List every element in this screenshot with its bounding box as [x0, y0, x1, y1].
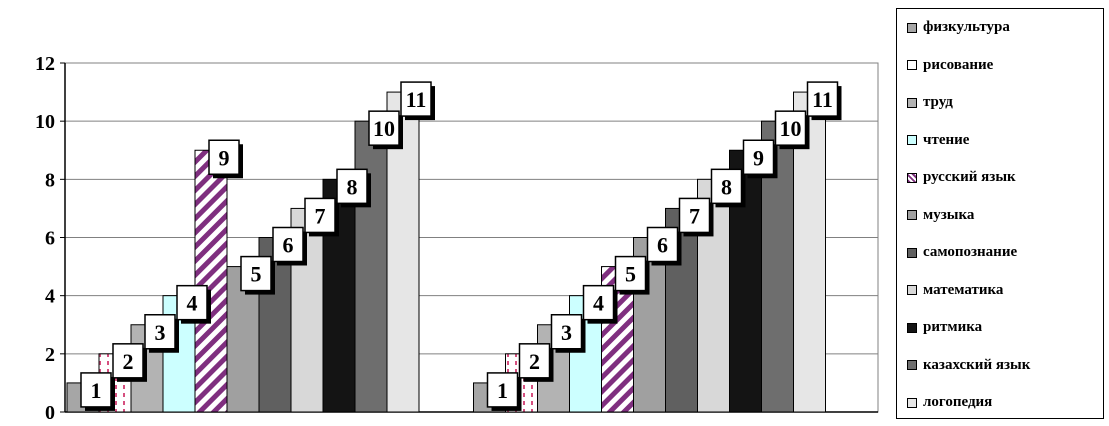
data-label-box	[176, 284, 208, 321]
data-label-box	[272, 226, 304, 263]
data-label: 4	[187, 291, 198, 316]
data-label: 10	[373, 116, 395, 141]
legend-swatch	[907, 322, 917, 333]
data-label-box	[614, 255, 647, 292]
y-tick-label: 2	[45, 344, 55, 366]
data-label-box	[304, 197, 336, 234]
legend-label: казахский язык	[923, 356, 1031, 373]
legend-label: музыка	[923, 206, 975, 223]
legend-label: самопознание	[923, 244, 1018, 260]
y-tick-label: 4	[45, 286, 55, 308]
data-label-box	[550, 314, 583, 350]
data-label-box	[112, 343, 144, 379]
data-label-box	[336, 168, 368, 205]
data-label-box	[742, 139, 775, 175]
data-label-box	[678, 197, 711, 234]
legend-swatch	[907, 210, 917, 220]
data-label: 10	[780, 116, 802, 141]
data-label: 3	[155, 320, 166, 345]
legend-item: ритмика	[907, 319, 982, 336]
bar-group1-10	[354, 120, 388, 413]
y-tick-label: 10	[35, 111, 55, 133]
data-label: 11	[406, 87, 427, 112]
data-label: 11	[812, 87, 833, 112]
legend-item: русский язык	[907, 169, 1016, 186]
legend-label: математика	[923, 281, 1004, 298]
legend-label: рисование	[923, 56, 994, 73]
legend-item: казахский язык	[907, 357, 1030, 374]
data-label: 1	[497, 378, 508, 403]
data-label-box	[486, 372, 519, 408]
data-label: 9	[219, 145, 230, 170]
data-label: 9	[753, 145, 764, 170]
legend-item: математика	[907, 282, 1003, 299]
data-label: 6	[657, 233, 668, 258]
legend-item: труд	[907, 94, 953, 111]
y-tick-label: 12	[35, 53, 55, 75]
data-label: 7	[689, 203, 700, 228]
legend-label: физкультура	[923, 19, 1010, 35]
data-label-box	[806, 81, 839, 117]
legend-label: русский язык	[923, 169, 1016, 185]
data-label-box	[368, 110, 400, 146]
data-label-box	[710, 168, 743, 205]
data-label: 8	[721, 174, 732, 199]
data-label: 5	[625, 262, 636, 287]
legend-label: чтение	[923, 131, 970, 148]
data-label-box	[208, 139, 240, 175]
legend-swatch	[907, 97, 917, 108]
data-label: 1	[91, 378, 102, 403]
legend-item: рисование	[907, 57, 993, 74]
legend-item: логопедия	[907, 394, 992, 411]
legend: физкультура рисование труд чтение русский яз…	[896, 8, 1104, 419]
data-label-box	[80, 372, 112, 408]
legend-item: самопознание	[907, 244, 1017, 261]
data-label-box	[774, 110, 807, 146]
data-label: 7	[315, 203, 326, 228]
data-label-box	[646, 226, 679, 263]
y-tick-label: 6	[45, 228, 55, 250]
legend-swatch	[907, 285, 917, 295]
legend-item: физкультура	[907, 19, 1010, 36]
legend-swatch	[907, 60, 917, 70]
legend-swatch	[907, 360, 917, 370]
data-label-box	[144, 314, 176, 350]
data-label: 6	[283, 233, 294, 258]
bar-group1-5	[194, 149, 228, 413]
data-label-box	[518, 343, 551, 379]
legend-swatch	[907, 135, 917, 145]
legend-item: музыка	[907, 207, 974, 224]
data-label-box	[240, 255, 272, 292]
data-label: 8	[347, 174, 358, 199]
data-label: 2	[529, 349, 540, 374]
legend-item: чтение	[907, 132, 969, 149]
y-tick-label: 8	[45, 169, 55, 191]
y-tick-label: 0	[45, 402, 55, 421]
legend-label: труд	[923, 94, 953, 110]
data-label: 5	[251, 262, 262, 287]
data-label-box	[400, 81, 432, 117]
data-label-box	[582, 284, 615, 321]
legend-label: ритмика	[923, 319, 983, 335]
data-label: 4	[593, 291, 604, 316]
data-label: 3	[561, 320, 572, 345]
data-label: 2	[123, 349, 134, 374]
legend-swatch	[907, 397, 917, 408]
legend-swatch	[907, 172, 917, 183]
legend-swatch	[907, 22, 917, 33]
legend-swatch	[907, 247, 917, 258]
legend-label: логопедия	[923, 394, 993, 410]
